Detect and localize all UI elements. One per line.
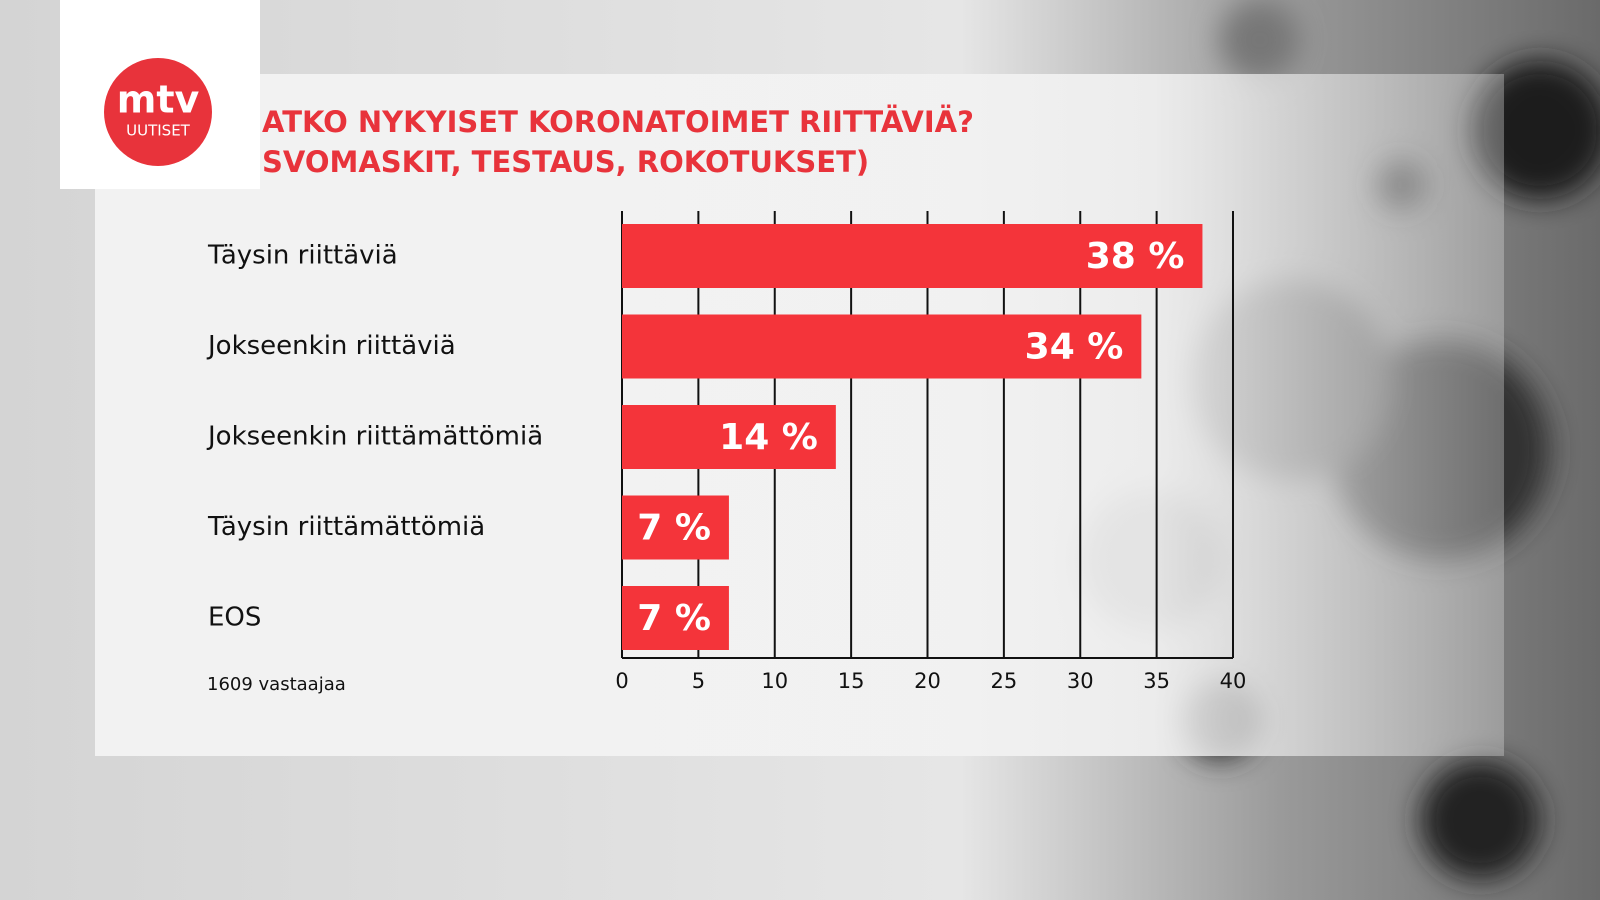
x-tick-label: 25 [991,669,1018,693]
x-tick-label: 40 [1220,669,1247,693]
logo: mtv UUTISET [60,0,260,189]
x-tick-label: 30 [1067,669,1094,693]
x-tick-label: 0 [615,669,628,693]
bar [622,224,1203,288]
note: 1609 vastaajaa [207,674,346,695]
value-label: 34 % [1025,327,1124,368]
title: ATKO NYKYISET KORONATOIMET RIITTÄVIÄ? SV… [262,105,974,179]
title-line: ATKO NYKYISET KORONATOIMET RIITTÄVIÄ? [262,105,974,139]
x-tick-label: 20 [914,669,941,693]
plot: 0 5 10 15 20 25 30 35 40 Täysin riittäviä 38 % Joks… [206,211,1246,693]
value-label: 38 % [1086,236,1185,277]
bar [622,586,729,650]
category-label: Jokseenkin riittämättömiä [206,422,543,452]
bar [622,495,729,560]
bar [622,405,836,469]
x-tick-label: 35 [1143,669,1170,693]
value-label: 7 % [637,598,711,639]
logo-circle [104,58,212,166]
bar [622,314,1142,379]
category-label: EOS [208,603,261,633]
x-tick-label: 15 [838,669,865,693]
category-label: Jokseenkin riittäviä [206,331,456,361]
x-tick-label: 10 [761,669,788,693]
category-label: Täysin riittäviä [207,241,398,271]
value-label: 14 % [719,417,818,458]
logo-brand: mtv [117,78,200,122]
title-line: SVOMASKIT, TESTAUS, ROKOTUKSET) [262,145,869,179]
logo-subtitle: UUTISET [126,122,191,140]
value-label: 7 % [637,508,711,549]
category-label: Täysin riittämättömiä [207,512,485,542]
x-tick-label: 5 [692,669,705,693]
